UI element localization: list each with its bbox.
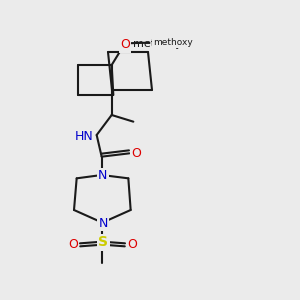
Text: O: O	[120, 38, 130, 51]
Text: O: O	[127, 238, 137, 251]
Text: N: N	[98, 169, 107, 182]
Text: N: N	[99, 217, 108, 230]
Text: HN: HN	[75, 130, 94, 143]
Text: S: S	[98, 235, 108, 249]
Text: O: O	[68, 238, 78, 251]
Text: O: O	[131, 147, 141, 160]
Text: methoxy: methoxy	[133, 39, 182, 49]
Text: methoxy: methoxy	[153, 38, 193, 47]
Text: O: O	[120, 38, 130, 51]
